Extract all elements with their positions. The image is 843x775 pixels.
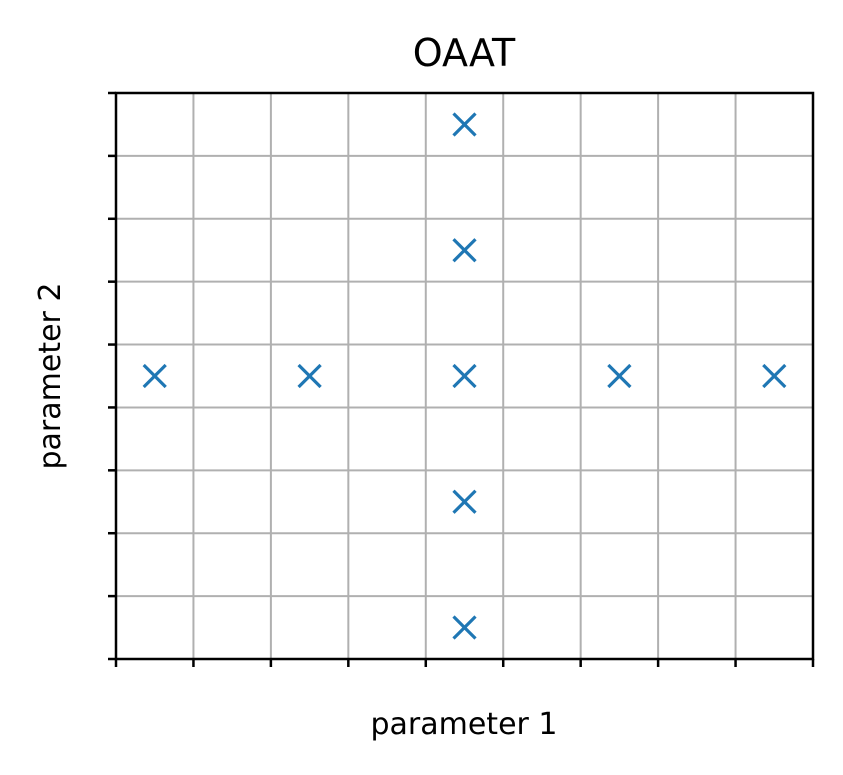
marker-stroke <box>452 112 477 137</box>
axis-ticks <box>108 91 815 667</box>
marker-stroke <box>607 363 632 389</box>
plot-frame <box>114 91 815 661</box>
x-marker-point <box>142 363 167 389</box>
x-axis-label: parameter 1 <box>370 707 557 742</box>
x-marker-point <box>452 238 477 263</box>
marker-stroke <box>762 363 787 389</box>
marker-stroke <box>297 363 322 389</box>
x-marker-point <box>452 112 477 137</box>
x-marker-point <box>762 363 787 389</box>
y-axis-label: parameter 2 <box>33 282 68 469</box>
x-marker-point <box>452 615 477 640</box>
x-marker-point <box>297 363 322 389</box>
data-points <box>142 112 787 640</box>
x-marker-point <box>452 489 477 514</box>
marker-stroke <box>452 363 477 389</box>
x-marker-point <box>607 363 632 389</box>
marker-stroke <box>452 615 477 640</box>
marker-stroke <box>452 489 477 514</box>
x-marker-point <box>452 363 477 389</box>
marker-stroke <box>452 238 477 263</box>
chart-title: OAAT <box>413 31 516 75</box>
marker-stroke <box>142 363 167 389</box>
